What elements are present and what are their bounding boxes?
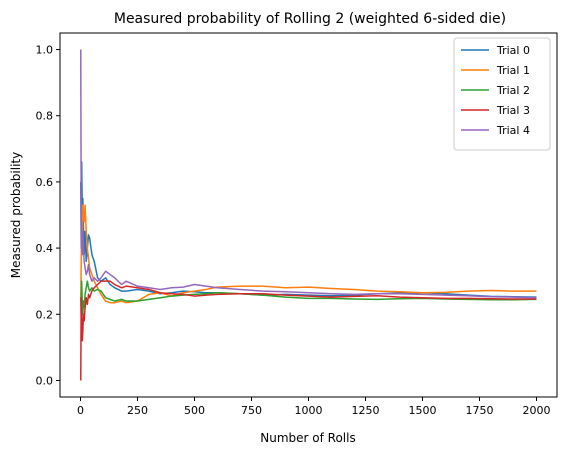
x-tick-label: 1750 (465, 404, 493, 417)
y-tick-label: 1.0 (36, 44, 54, 57)
x-axis-label: Number of Rolls (260, 431, 355, 445)
y-tick-label: 0.8 (36, 110, 54, 123)
y-axis: 0.0 0.2 0.4 0.6 0.8 1.0 (36, 44, 60, 387)
series-line-trial-4 (80, 49, 537, 299)
series-line-trial-3 (80, 280, 537, 381)
y-tick-label: 0.2 (36, 308, 54, 321)
legend-label-trial-4: Trial 4 (496, 124, 530, 137)
x-tick-label: 1000 (295, 404, 323, 417)
legend-label-trial-2: Trial 2 (496, 84, 530, 97)
y-tick-label: 0.4 (36, 242, 54, 255)
series-layer (80, 49, 537, 381)
y-axis-label: Measured probability (9, 152, 23, 278)
legend-label-trial-1: Trial 1 (496, 64, 530, 77)
chart-title: Measured probability of Rolling 2 (weigh… (114, 11, 506, 27)
x-tick-label: 500 (184, 404, 205, 417)
x-tick-label: 2000 (522, 404, 550, 417)
legend-box (453, 37, 551, 151)
series-line-trial-2 (80, 280, 537, 316)
x-tick-label: 0 (77, 404, 84, 417)
y-tick-label: 0.6 (36, 176, 54, 189)
legend: Trial 0 Trial 1 Trial 2 Trial 3 Trial 4 (453, 37, 551, 151)
x-tick-label: 1250 (351, 404, 379, 417)
x-tick-label: 750 (241, 404, 262, 417)
x-axis: 0 250 500 750 1000 1250 1500 1750 2000 (77, 397, 550, 417)
legend-label-trial-0: Trial 0 (496, 44, 530, 57)
legend-label-trial-3: Trial 3 (496, 104, 530, 117)
x-tick-label: 250 (127, 404, 148, 417)
y-tick-label: 0.0 (36, 374, 54, 387)
x-tick-label: 1500 (408, 404, 436, 417)
